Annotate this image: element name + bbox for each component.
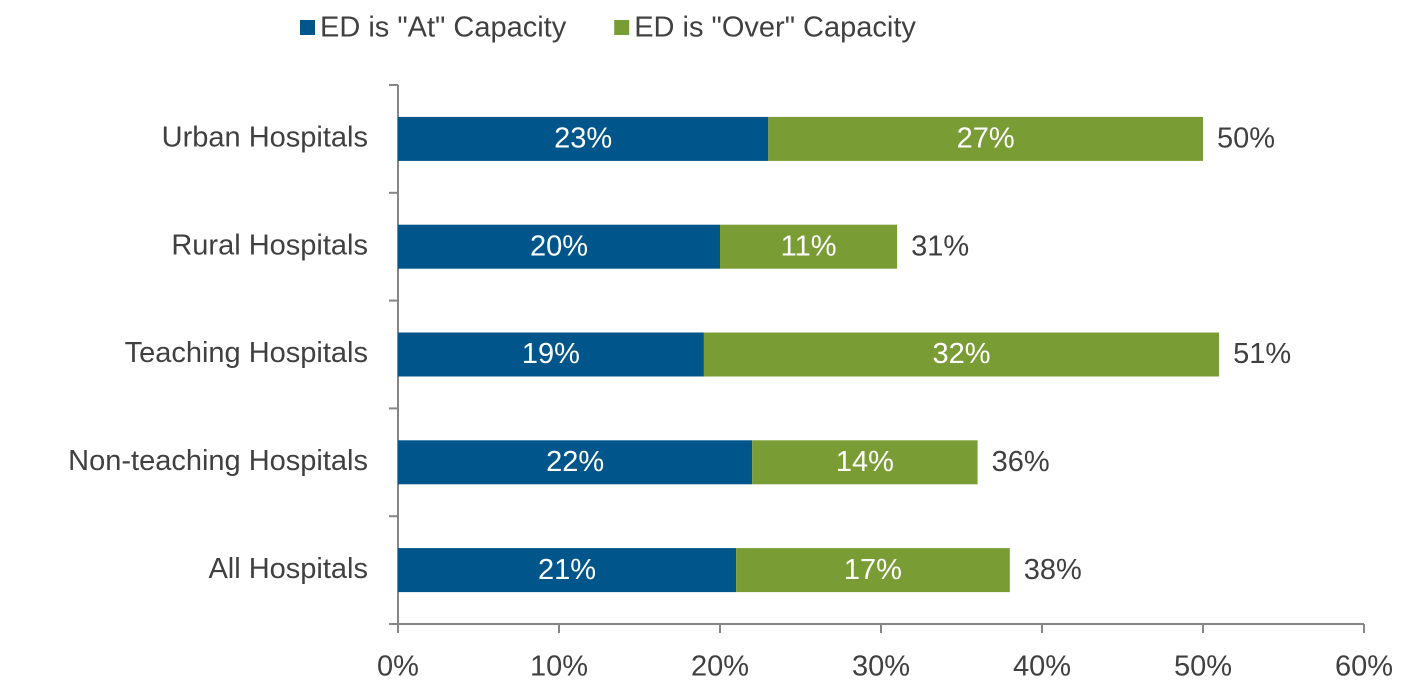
bar-label: 22% bbox=[546, 446, 604, 478]
bar-segment bbox=[398, 224, 720, 269]
x-tick-label: 50% bbox=[1174, 651, 1232, 683]
y-tick-label: Rural Hospitals bbox=[171, 229, 368, 261]
y-tick-label: Non-teaching Hospitals bbox=[68, 445, 368, 477]
legend-label: ED is "Over" Capacity bbox=[634, 12, 916, 44]
y-tick-label: All Hospitals bbox=[208, 553, 368, 585]
bar-label: 23% bbox=[554, 123, 612, 155]
bar-segment bbox=[752, 440, 978, 485]
bar-label: 14% bbox=[836, 446, 894, 478]
x-tick-label: 30% bbox=[852, 651, 910, 683]
total-label: 31% bbox=[911, 230, 969, 262]
y-tick-label: Urban Hospitals bbox=[162, 122, 368, 154]
bar-label: 21% bbox=[538, 554, 596, 586]
total-label: 38% bbox=[1024, 554, 1082, 586]
bar-label: 20% bbox=[530, 230, 588, 262]
y-tick-label: Teaching Hospitals bbox=[125, 337, 368, 369]
total-label: 36% bbox=[992, 446, 1050, 478]
bar-label: 32% bbox=[932, 338, 990, 370]
bar-label: 11% bbox=[781, 230, 837, 262]
x-tick-label: 0% bbox=[377, 651, 419, 683]
bar-segment bbox=[703, 332, 1220, 377]
bar-label: 27% bbox=[957, 123, 1015, 155]
bar-segment bbox=[736, 548, 1010, 593]
bar-segment bbox=[398, 548, 737, 593]
bar-segment bbox=[720, 224, 898, 269]
bar-label: 17% bbox=[844, 554, 902, 586]
bar-segment bbox=[768, 116, 1203, 161]
x-tick-label: 40% bbox=[1013, 651, 1071, 683]
x-tick-label: 60% bbox=[1335, 651, 1393, 683]
total-label: 51% bbox=[1233, 338, 1291, 370]
x-tick-label: 10% bbox=[530, 651, 588, 683]
bar-segment bbox=[398, 116, 769, 161]
legend-swatch bbox=[614, 20, 630, 35]
bar-segment bbox=[398, 440, 753, 485]
legend-swatch bbox=[300, 20, 315, 35]
bar-label: 19% bbox=[522, 338, 580, 370]
bar-segment bbox=[398, 332, 704, 377]
x-tick-label: 20% bbox=[691, 651, 749, 683]
legend-label: ED is "At" Capacity bbox=[320, 12, 567, 44]
total-label: 50% bbox=[1217, 123, 1275, 155]
